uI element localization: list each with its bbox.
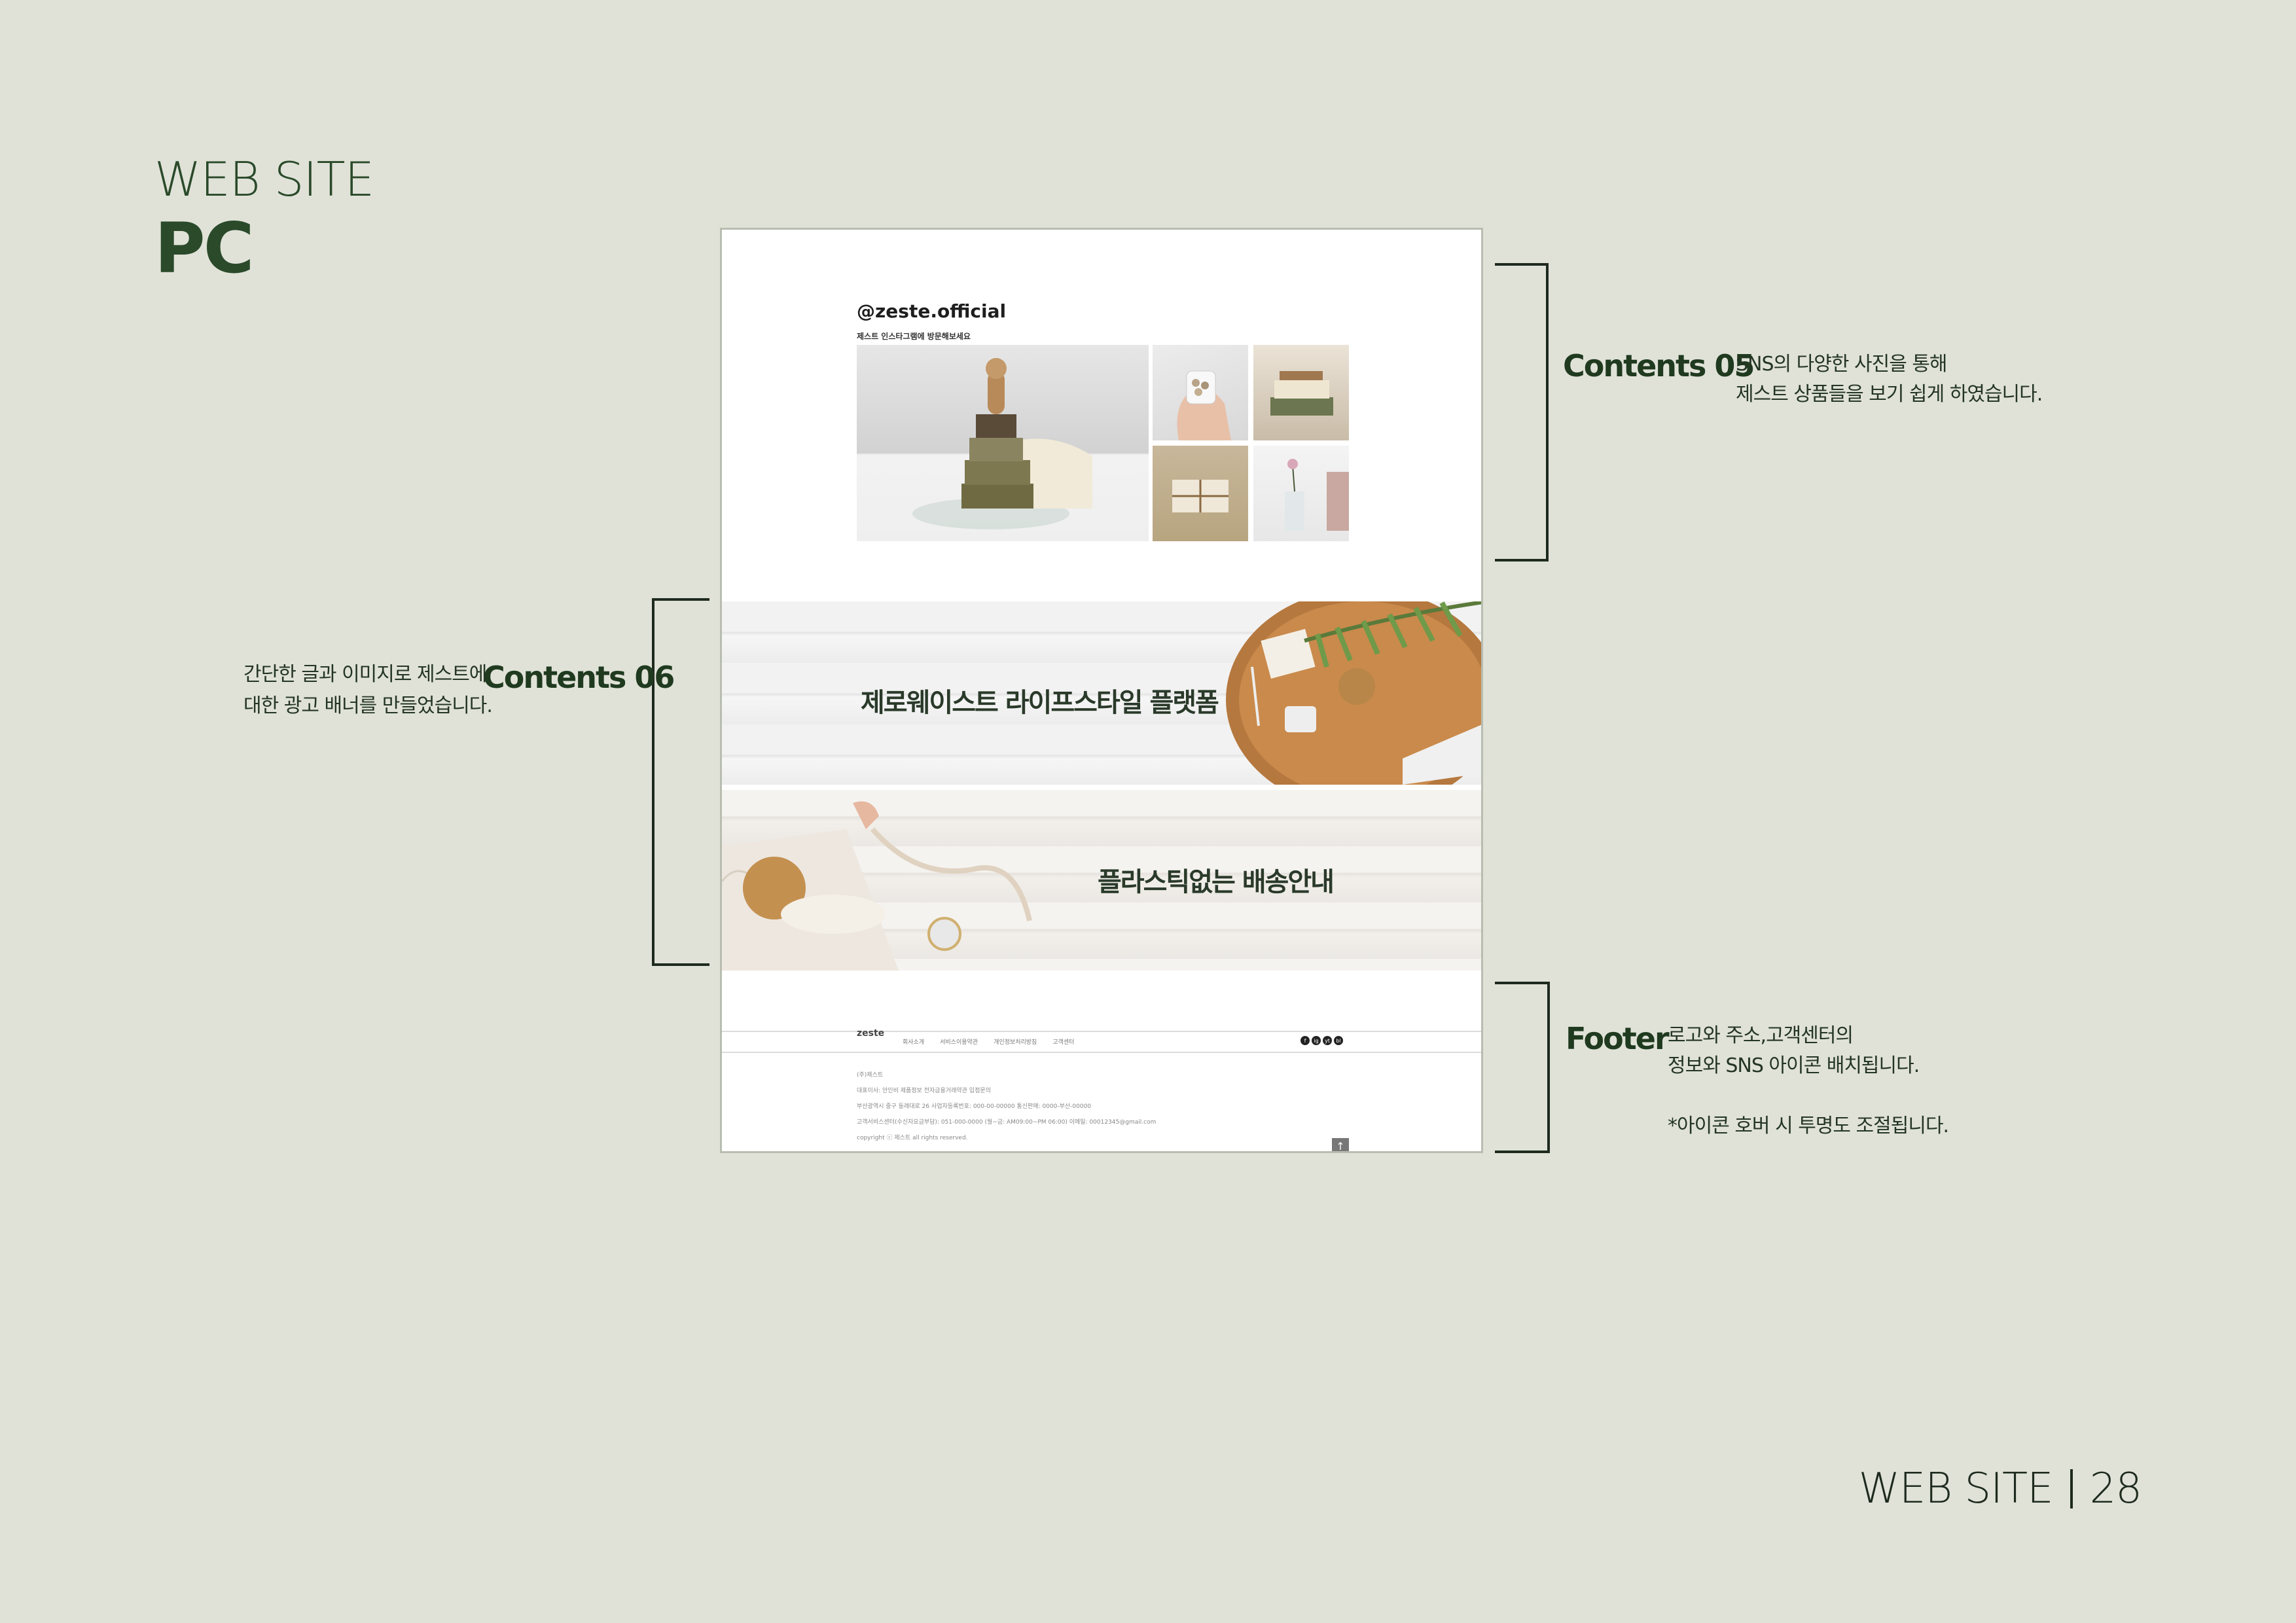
footer-info-line: 대표이사: 안인비 제품정보 전자금융거래약관 입점문의 — [857, 1088, 991, 1094]
contents05-desc-line1: SNS의 다양한 사진을 통해 — [1736, 353, 1948, 376]
footer-mid-divider — [722, 1052, 1481, 1053]
banner-plastic-free-text: 플라스틱없는 배송안내 — [1098, 867, 1335, 897]
instagram-handle[interactable]: @zeste.official — [857, 300, 1007, 322]
banner-plastic-free-delivery[interactable]: 플라스틱없는 배송안내 — [722, 790, 1481, 971]
contents05-bracket — [1495, 263, 1549, 562]
page-kicker: WEB SITE — [154, 152, 374, 207]
page-section-label: WEB SITE — [1858, 1465, 2054, 1513]
footer-nav-company[interactable]: 회사소개 — [903, 1039, 925, 1046]
contents05-title: Contents 05 — [1563, 348, 1755, 383]
footer-nav-privacy[interactable]: 개인정보처리방침 — [994, 1039, 1037, 1046]
footer-sns-icons: f ig yt bl — [1300, 1036, 1343, 1045]
footer-contact: 고객서비스센터(수신자요금부담): 051-000-0000 (월~금: AM0… — [857, 1119, 1157, 1126]
footer-copyright: copyright ⓒ 제스트 all rights reserved. — [857, 1135, 968, 1141]
footer-desc-note: *아이콘 호버 시 투명도 조절됩니다. — [1668, 1115, 1949, 1137]
youtube-icon[interactable]: yt — [1323, 1036, 1332, 1045]
photo-wrapped-soap[interactable] — [1153, 446, 1248, 541]
contents05-desc-line2: 제스트 상품들을 보기 쉽게 하였습니다. — [1736, 383, 2043, 406]
banner-zero-waste-text: 제로웨이스트 라이프스타일 플랫폼 — [861, 688, 1219, 718]
facebook-icon[interactable]: f — [1300, 1036, 1310, 1045]
footer-address: 부산광역시 중구 동래대로 26 사업자등록번호: 000-00-00000 통… — [857, 1103, 1092, 1110]
contents06-desc-line2: 대한 광고 배너를 만들었습니다. — [243, 694, 493, 717]
photo-soap-stack[interactable] — [1253, 345, 1349, 440]
footer-nav: 회사소개 서비스이용약관 개인정보처리방침 고객센터 — [903, 1037, 1074, 1046]
page-heading: PC — [154, 208, 254, 289]
photo-flower-vase[interactable] — [1253, 446, 1349, 541]
photo-hand-pills[interactable] — [1153, 345, 1248, 440]
page-separator — [2070, 1469, 2073, 1508]
contents06-bracket — [652, 598, 709, 966]
footer-annotation-title: Footer — [1566, 1021, 1670, 1056]
footer-bracket — [1495, 982, 1550, 1153]
footer-nav-support[interactable]: 고객센터 — [1052, 1039, 1075, 1046]
footer-desc-line1: 로고와 주소,고객센터의 — [1668, 1024, 1854, 1047]
footer-desc-line2: 정보와 SNS 아이콘 배치됩니다. — [1668, 1054, 1920, 1077]
footer-logo[interactable]: zeste — [857, 1028, 885, 1039]
footer-company: (주)제스트 — [857, 1072, 884, 1079]
website-mockup: @zeste.official 제스트 인스타그램에 방문해보세요 — [720, 228, 1483, 1153]
instagram-subtitle: 제스트 인스타그램에 방문해보세요 — [857, 332, 971, 341]
contents06-desc-line1: 간단한 글과 이미지로 제스트에 — [243, 663, 487, 686]
photo-soap-brush[interactable] — [857, 345, 1149, 541]
banner-zero-waste[interactable]: 제로웨이스트 라이프스타일 플랫폼 — [722, 601, 1481, 785]
contents06-title: Contents 06 — [483, 660, 675, 695]
scroll-top-button[interactable]: ↑ — [1332, 1138, 1349, 1151]
footer-nav-terms[interactable]: 서비스이용약관 — [940, 1039, 978, 1046]
sns-gallery — [857, 345, 1349, 541]
footer-top-divider — [722, 1031, 1481, 1032]
page-footer: WEB SITE 28 — [1859, 1465, 2142, 1513]
page-number: 28 — [2089, 1465, 2142, 1513]
instagram-icon[interactable]: ig — [1312, 1036, 1321, 1045]
blog-icon[interactable]: bl — [1334, 1036, 1343, 1045]
